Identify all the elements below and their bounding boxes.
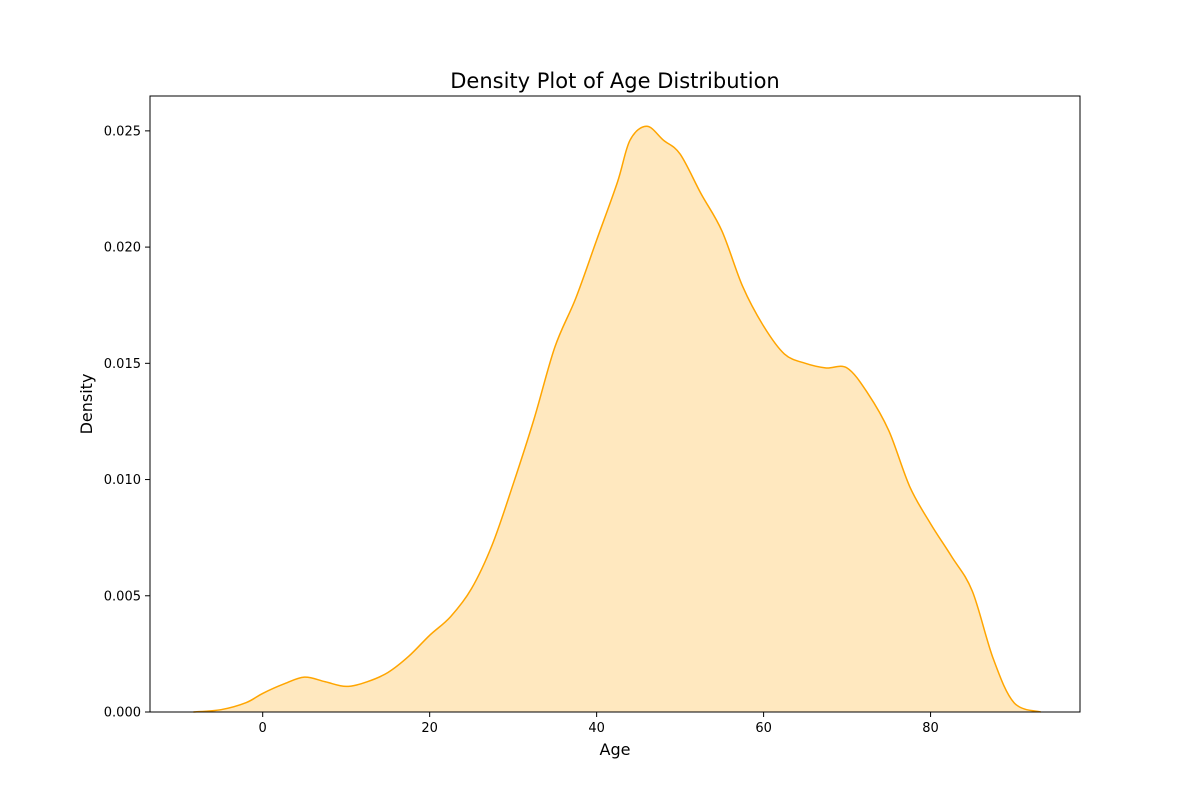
x-axis-ticks: 0 20 40 60 80 <box>259 712 939 736</box>
y-axis-label: Density <box>77 374 96 435</box>
density-fill-area <box>193 126 1041 713</box>
y-tick-label: 0.000 <box>104 706 141 721</box>
chart-title: Density Plot of Age Distribution <box>450 69 780 93</box>
x-tick-label: 20 <box>421 721 438 736</box>
density-line <box>193 125 1042 713</box>
x-tick-label: 60 <box>755 721 772 736</box>
plot-area <box>149 95 1081 713</box>
x-axis-label: Age <box>600 740 631 759</box>
y-tick-label: 0.010 <box>104 473 141 488</box>
y-tick-label: 0.025 <box>104 124 141 139</box>
y-tick-label: 0.020 <box>104 241 141 256</box>
y-tick-label: 0.015 <box>104 357 141 372</box>
x-tick-label: 80 <box>922 721 939 736</box>
plot-frame <box>149 95 1081 713</box>
x-tick-label: 40 <box>588 721 605 736</box>
x-tick-label: 0 <box>259 721 267 736</box>
y-tick-label: 0.005 <box>104 589 141 604</box>
y-axis-ticks: 0.000 0.005 0.010 0.015 0.020 0.025 <box>104 124 150 721</box>
